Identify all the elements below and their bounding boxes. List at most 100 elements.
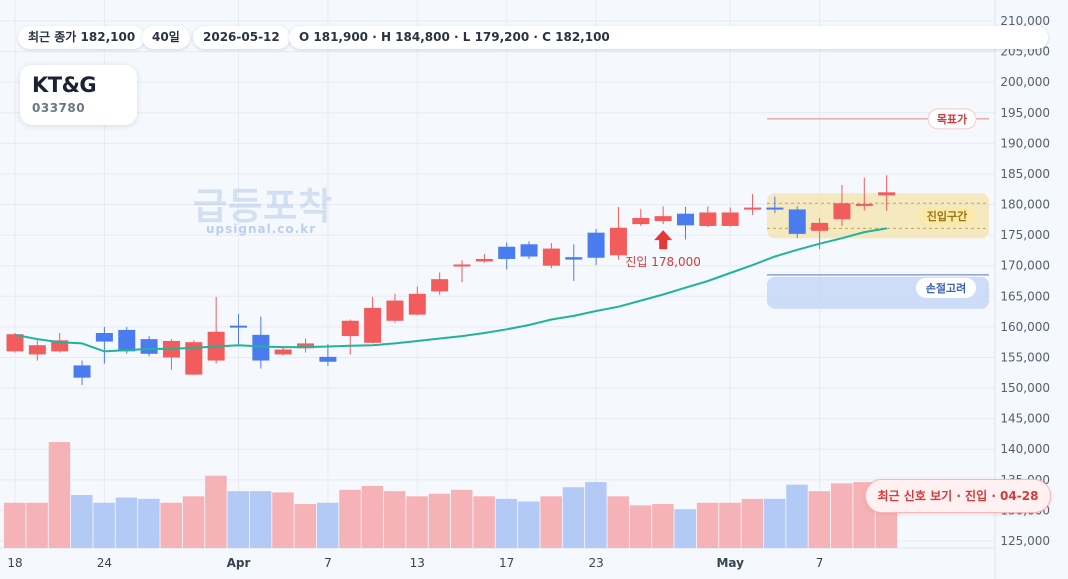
volume-bar xyxy=(48,442,71,548)
date-tick-label: 7 xyxy=(816,556,824,570)
volume-bar xyxy=(182,496,205,548)
volume-bar xyxy=(249,491,272,548)
target-tag xyxy=(927,108,977,130)
volume-bar xyxy=(473,496,495,548)
candle-body xyxy=(565,257,583,260)
candle-body xyxy=(475,258,493,262)
date-tick-label: 24 xyxy=(97,556,112,570)
volume-bar xyxy=(808,491,831,548)
price-tick-label: 165,000 xyxy=(1000,289,1050,303)
volume-bar xyxy=(26,502,48,548)
volume-bar xyxy=(138,498,160,548)
price-tick-label: 125,000 xyxy=(1000,534,1050,548)
candle-body xyxy=(95,333,113,342)
candle-body xyxy=(386,300,404,321)
volume-bar xyxy=(451,489,473,548)
candle-body xyxy=(587,232,605,258)
volume-bar xyxy=(585,482,607,548)
volume-bar xyxy=(763,498,786,548)
price-tick-label: 190,000 xyxy=(1000,136,1050,150)
volume-bar xyxy=(696,502,719,548)
candle-body xyxy=(744,207,762,210)
volume-bar xyxy=(205,475,227,548)
candle-body xyxy=(542,248,560,266)
price-tick-label: 185,000 xyxy=(1000,167,1050,181)
candle-body xyxy=(654,216,672,222)
date-tick-label: 18 xyxy=(7,556,22,570)
volume-bar xyxy=(383,491,406,548)
price-tick-label: 150,000 xyxy=(1000,381,1050,395)
price-tick-label: 200,000 xyxy=(1000,75,1050,89)
date-tick-label: Apr xyxy=(227,556,251,570)
volume-bar xyxy=(607,496,629,548)
date-tick-label: 13 xyxy=(410,556,425,570)
target-label: 목표가 xyxy=(937,112,967,126)
watermark-brand: 급등포착 xyxy=(193,185,334,228)
volume-bar xyxy=(406,496,428,548)
date-tick-label: 17 xyxy=(499,556,514,570)
candle-body xyxy=(118,329,136,352)
candle-body xyxy=(297,343,315,349)
price-tick-label: 195,000 xyxy=(1000,106,1050,120)
candle-body xyxy=(364,307,382,343)
candle-body xyxy=(140,339,158,354)
entry-zone-tag xyxy=(918,206,976,225)
price-tick-label: 210,000 xyxy=(1000,14,1050,28)
ohlc-readout: O 181,900 · H 184,800 · L 179,200 · C 18… xyxy=(289,26,1048,49)
volume-bar xyxy=(4,502,26,548)
candle-body xyxy=(833,203,851,220)
candle-body xyxy=(6,334,24,352)
stock-name: KT&G xyxy=(32,73,97,97)
candle-body xyxy=(453,264,471,267)
candle-body xyxy=(408,293,426,315)
candle-body xyxy=(520,244,538,257)
candle-body xyxy=(878,192,896,196)
stop-label: 손절고려 xyxy=(926,281,966,295)
volume-bar xyxy=(227,491,249,548)
stop-tag xyxy=(916,277,976,298)
volume-bar xyxy=(674,509,696,548)
price-tick-label: 180,000 xyxy=(1000,198,1050,212)
candle-body xyxy=(498,246,516,259)
price-tick-label: 140,000 xyxy=(1000,442,1050,456)
entry-zone-label: 진입구간 xyxy=(927,209,967,223)
date-tick-label: May xyxy=(716,556,744,570)
candle-body xyxy=(811,222,829,231)
candle-body xyxy=(252,334,270,361)
candle-body xyxy=(855,203,873,206)
volume-bar xyxy=(741,498,764,548)
volume-bar xyxy=(93,502,115,548)
volume-bar xyxy=(495,498,518,548)
candle-body xyxy=(632,217,650,225)
stock-card: KT&G 033780 xyxy=(20,65,137,125)
latest-close-badge: 최근 종가 182,100 xyxy=(18,26,146,49)
period-selector[interactable]: 40일 xyxy=(142,26,190,49)
volume-bar xyxy=(830,483,853,548)
stock-code: 033780 xyxy=(32,101,86,115)
recent-signal-button[interactable]: 최근 신호 보기 · 진입 · 04-28 xyxy=(865,479,1051,513)
volume-bar xyxy=(652,504,674,548)
price-tick-label: 160,000 xyxy=(1000,320,1050,334)
candle-body xyxy=(274,349,292,355)
price-tick-label: 170,000 xyxy=(1000,259,1050,273)
price-tick-label: 155,000 xyxy=(1000,350,1050,364)
candle-body xyxy=(73,365,91,378)
candle-body xyxy=(51,340,69,352)
candle-body xyxy=(28,345,46,355)
volume-bar xyxy=(272,492,294,548)
candle-body xyxy=(766,207,784,210)
volume-bar xyxy=(160,502,182,548)
candle-body xyxy=(721,212,739,226)
entry-marker-label: 진입 178,000 xyxy=(625,255,701,269)
volume-bar xyxy=(361,485,384,548)
volume-bar xyxy=(629,505,652,548)
volume-bar xyxy=(540,496,562,548)
date-tick-label: 23 xyxy=(588,556,603,570)
volume-bar xyxy=(294,504,317,548)
volume-bar xyxy=(562,487,585,548)
candle-body xyxy=(677,213,694,226)
volume-bar xyxy=(339,489,361,548)
volume-bar xyxy=(316,502,339,548)
date-tick-label: 7 xyxy=(324,556,332,570)
